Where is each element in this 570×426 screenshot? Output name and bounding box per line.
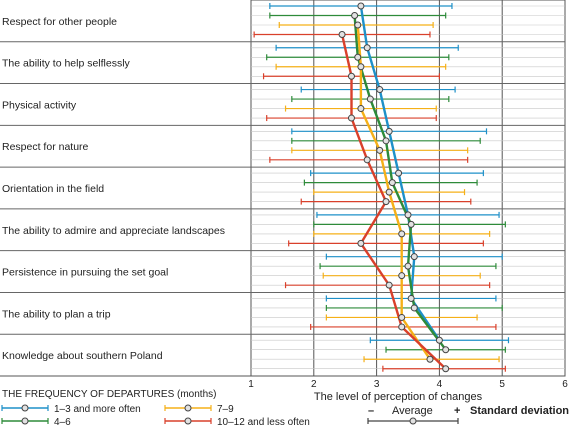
x-tick-label: 1: [248, 379, 254, 390]
data-point: [382, 198, 390, 206]
data-point: [357, 2, 365, 10]
x-tick-label: 6: [562, 379, 568, 390]
data-point: [357, 239, 365, 247]
data-point: [410, 304, 418, 312]
data-point: [407, 294, 415, 302]
data-point: [363, 44, 371, 52]
x-tick-label: 5: [499, 379, 505, 390]
data-point: [338, 31, 346, 38]
data-point: [376, 146, 384, 154]
data-point: [385, 127, 393, 135]
data-point: [363, 156, 371, 164]
data-point: [398, 313, 406, 321]
data-point: [347, 114, 355, 122]
data-point: [376, 86, 384, 94]
data-point: [357, 63, 365, 71]
key-minus: –: [368, 405, 374, 417]
key-point: [409, 417, 417, 425]
data-point: [366, 95, 374, 103]
x-tick-label: 4: [437, 379, 443, 390]
data-point: [404, 211, 412, 219]
category-label: The ability to plan a trip: [2, 308, 111, 320]
legend-label: 1–3 and more often: [54, 404, 141, 415]
data-point: [357, 105, 365, 113]
legend: THE FREQUENCY OF DEPARTURES (months) 1–3…: [1, 389, 310, 426]
legend-swatch-point: [184, 417, 192, 425]
data-point: [398, 272, 406, 280]
category-labels: Respect for other people The ability to h…: [2, 16, 225, 362]
category-label: Persistence in pursuing the set goal: [2, 267, 168, 279]
error-bars: [253, 3, 510, 372]
category-label: Orientation in the field: [2, 183, 104, 195]
data-point: [388, 179, 396, 187]
legend-label: 10–12 and less often: [217, 417, 310, 426]
legend-title: THE FREQUENCY OF DEPARTURES (months): [2, 389, 216, 400]
data-point: [442, 346, 450, 354]
data-point: [410, 253, 418, 261]
data-point: [398, 230, 406, 238]
data-point: [435, 336, 443, 344]
data-point: [354, 21, 362, 29]
plot-frame: [250, 0, 566, 377]
data-point: [426, 355, 434, 363]
category-label: Knowledge about southern Poland: [2, 350, 163, 362]
category-label: The ability to admire and appreciate lan…: [2, 225, 225, 237]
data-point: [351, 12, 359, 19]
category-label: Respect for nature: [2, 141, 89, 153]
legend-swatch-point: [21, 417, 29, 425]
category-label: Respect for other people: [2, 16, 117, 28]
data-point: [398, 323, 406, 331]
x-axis: The level of perception of changes 1 2 3 4 5…: [248, 379, 568, 403]
category-label: Physical activity: [2, 99, 77, 111]
data-point: [385, 281, 393, 289]
legend-swatch-point: [21, 404, 29, 412]
key-standard-deviation: Standard deviation: [470, 405, 569, 417]
legend-swatch-point: [184, 404, 192, 412]
data-point: [347, 72, 355, 80]
data-point: [382, 137, 390, 145]
key-plus: +: [454, 405, 460, 417]
legend-label: 4–6: [54, 417, 71, 426]
category-label: The ability to help selflessly: [2, 58, 131, 70]
x-tick-label: 3: [374, 379, 380, 390]
data-point: [442, 365, 450, 373]
data-point: [395, 169, 403, 177]
legend-label: 7–9: [217, 404, 234, 415]
x-tick-label: 2: [311, 379, 317, 390]
sd-key: – Average + Standard deviation: [367, 405, 569, 425]
data-point: [407, 220, 415, 228]
key-average: Average: [392, 405, 433, 417]
series-points: [338, 2, 450, 373]
data-point: [404, 262, 412, 270]
data-point: [385, 188, 393, 196]
data-point: [354, 53, 362, 61]
x-axis-label: The level of perception of changes: [314, 391, 483, 403]
